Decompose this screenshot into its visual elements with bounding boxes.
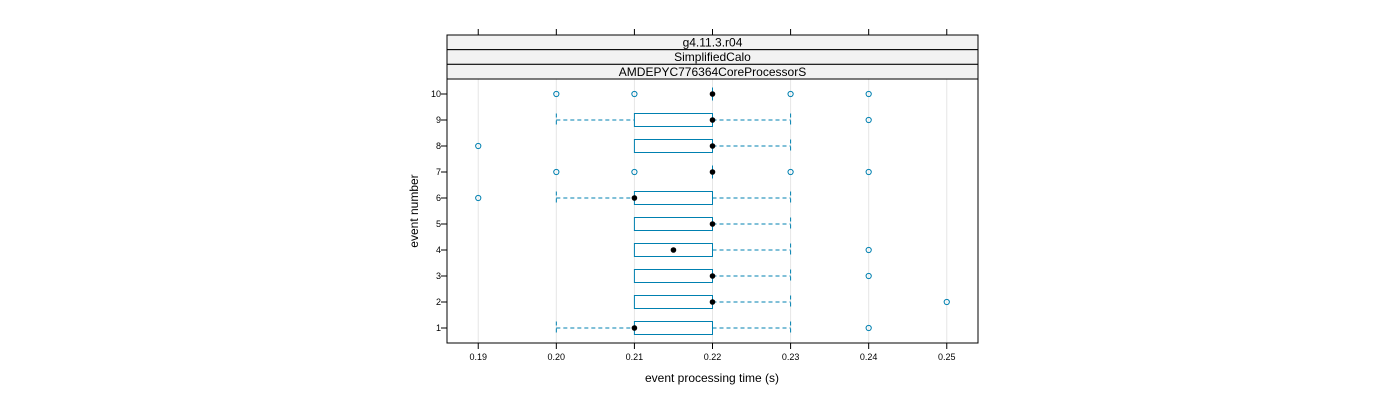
y-tick-label: 7 — [436, 167, 441, 177]
x-tick-label: 0.20 — [548, 352, 566, 362]
outlier-point — [865, 272, 872, 280]
box-event-9 — [555, 113, 872, 127]
panel-strip-label: g4.11.3.r04 — [683, 36, 743, 50]
median-dot — [709, 91, 716, 97]
median-dot — [709, 117, 716, 123]
box-event-3 — [633, 269, 872, 283]
y-axis: 1 2 3 4 5 6 7 8 9 10 — [431, 89, 447, 333]
y-tick-label: 9 — [436, 115, 441, 125]
median-dot — [709, 143, 716, 149]
iqr-box — [633, 139, 713, 153]
panel-strip-label: SimplifiedCalo — [674, 50, 751, 64]
y-tick-label: 10 — [431, 89, 441, 99]
box-event-1 — [555, 321, 872, 335]
y-tick-label: 4 — [436, 245, 441, 255]
outlier-point — [631, 168, 638, 176]
box-event-10 — [553, 87, 872, 101]
y-axis-title: event number — [407, 174, 421, 247]
outlier-point — [553, 168, 560, 176]
median-dot — [631, 195, 638, 201]
outlier-point — [943, 298, 950, 306]
x-tick-label: 0.25 — [938, 352, 956, 362]
y-tick-label: 5 — [436, 219, 441, 229]
iqr-box — [633, 295, 713, 309]
box-event-7 — [553, 165, 872, 179]
x-tick-label: 0.24 — [860, 352, 878, 362]
x-tick-label: 0.19 — [469, 352, 487, 362]
outlier-point — [475, 194, 482, 202]
median-dot — [709, 299, 716, 305]
median-dot — [670, 247, 677, 253]
x-axis: 0.19 0.20 0.21 0.22 0.23 0.24 0.25 — [469, 343, 956, 362]
iqr-box — [633, 269, 713, 283]
box-event-5 — [633, 217, 792, 231]
y-tick-label: 2 — [436, 297, 441, 307]
median-dot — [631, 325, 638, 331]
outlier-point — [631, 90, 638, 98]
median-dot — [709, 273, 716, 279]
outlier-point — [787, 168, 794, 176]
y-tick-label: 6 — [436, 193, 441, 203]
iqr-box — [633, 243, 713, 257]
panel-strips: g4.11.3.r04SimplifiedCaloAMDEPYC776364Co… — [446, 34, 979, 80]
outlier-point — [553, 90, 560, 98]
iqr-box — [633, 191, 713, 205]
outlier-point — [865, 246, 872, 254]
outlier-point — [787, 90, 794, 98]
outlier-point — [865, 324, 872, 332]
box-event-2 — [633, 295, 950, 309]
iqr-box — [633, 321, 713, 335]
box-event-4 — [633, 243, 872, 257]
box-event-8 — [475, 139, 792, 153]
outlier-point — [865, 168, 872, 176]
x-axis-title: event processing time (s) — [645, 371, 779, 385]
x-tick-label: 0.21 — [626, 352, 644, 362]
median-dot — [709, 221, 716, 227]
x-tick-label: 0.23 — [782, 352, 800, 362]
outlier-point — [475, 142, 482, 150]
median-dot — [709, 169, 716, 175]
iqr-box — [633, 113, 713, 127]
outlier-point — [865, 90, 872, 98]
iqr-box — [633, 217, 713, 231]
y-tick-label: 3 — [436, 271, 441, 281]
x-tick-label: 0.22 — [704, 352, 722, 362]
box-marks — [475, 87, 950, 335]
box-event-6 — [475, 191, 792, 205]
panel-strip-label: AMDEPYC776364CoreProcessorS — [619, 65, 806, 79]
outlier-point — [865, 116, 872, 124]
top-axis-ticks — [477, 29, 948, 35]
y-tick-label: 8 — [436, 141, 441, 151]
y-tick-label: 1 — [436, 323, 441, 333]
